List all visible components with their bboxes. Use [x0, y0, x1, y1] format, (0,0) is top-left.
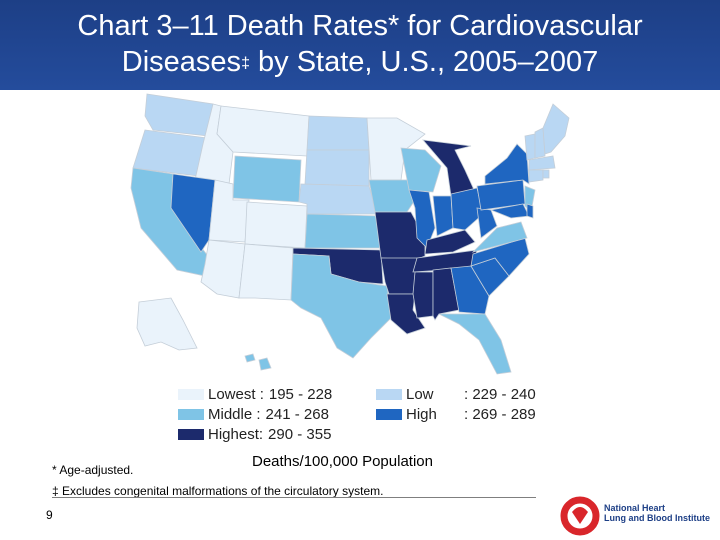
state-mi: [422, 139, 476, 197]
legend-swatch: [376, 409, 402, 420]
state-mt: [216, 105, 310, 157]
legend-range: : 269 - 289: [464, 406, 536, 423]
legend-range: : 229 - 240: [464, 386, 536, 403]
state-ne: [298, 183, 378, 215]
slide-title: Chart 3–11 Death Rates* for Cardiovascul…: [0, 8, 720, 80]
state-ia: [368, 179, 416, 213]
state-az: [200, 239, 246, 299]
state-ri: [542, 169, 550, 179]
state-ak: [136, 297, 198, 351]
state-hi-2: [258, 357, 272, 371]
legend-label: Lowest :: [208, 386, 264, 403]
state-co: [244, 201, 308, 249]
map-legend: Lowest : 195 - 228 Low : 229 - 240 Middl…: [178, 386, 568, 444]
logo-heart-ring: [560, 496, 600, 536]
state-de: [526, 203, 534, 219]
state-oh: [450, 187, 484, 231]
legend-swatch: [178, 389, 204, 400]
legend-item-high: High : 269 - 289: [376, 406, 536, 423]
state-sd: [304, 149, 370, 187]
logo-heart-icon: [572, 507, 588, 524]
state-nh: [534, 127, 546, 159]
state-ga: [450, 265, 490, 315]
logo-text: National Heart Lung and Blood Institute: [604, 503, 710, 523]
state-hi: [244, 353, 256, 363]
state-ky: [424, 229, 476, 255]
state-wi: [400, 147, 442, 193]
title-line-2-start: Diseases: [121, 46, 242, 78]
state-nm: [238, 243, 294, 301]
title-line-2: Diseases‡ by State, U.S., 2005–2007: [0, 44, 720, 80]
title-bar: [0, 0, 720, 90]
state-ny: [484, 143, 530, 185]
title-line-2-end: by State, U.S., 2005–2007: [249, 46, 599, 78]
state-tx: [290, 253, 392, 359]
legend-range: 290 - 355: [268, 426, 332, 443]
state-ct: [528, 169, 544, 183]
legend-item-highest: Highest: 290 - 355: [178, 426, 331, 443]
legend-range: 241 - 268: [265, 406, 329, 423]
legend-range: 195 - 228: [268, 386, 333, 403]
footnote-age-adjusted: * Age-adjusted.: [52, 463, 134, 477]
legend-item-low: Low : 229 - 240: [376, 386, 536, 403]
legend-label: High: [406, 406, 437, 423]
state-va: [471, 221, 528, 253]
logo-text-line-1: National Heart: [604, 503, 666, 513]
state-wy: [232, 155, 302, 203]
state-in: [432, 195, 454, 237]
legend-item-lowest: Lowest : 195 - 228: [178, 386, 332, 403]
nhlbi-logo: [560, 496, 600, 536]
legend-label: Low: [406, 386, 434, 403]
state-ms: [412, 271, 434, 319]
state-ma: [528, 155, 556, 171]
state-vt: [524, 133, 536, 161]
footer-divider: [52, 497, 536, 498]
state-ks: [304, 213, 382, 249]
state-wa: [144, 93, 214, 137]
legend-swatch: [376, 389, 402, 400]
dagger-mark: ‡: [241, 55, 250, 72]
state-fl: [438, 313, 512, 375]
logo-text-line-2: Lung and Blood Institute: [604, 513, 710, 523]
legend-item-middle: Middle : 241 - 268: [178, 406, 329, 423]
state-or: [132, 129, 208, 177]
title-line-1: Chart 3–11 Death Rates* for Cardiovascul…: [77, 10, 643, 42]
legend-swatch: [178, 429, 204, 440]
page-number: 9: [46, 508, 53, 522]
state-me: [542, 103, 570, 155]
footnote-excludes: ‡ Excludes congenital malformations of t…: [52, 484, 384, 498]
legend-swatch: [178, 409, 204, 420]
legend-label: Highest:: [208, 426, 264, 443]
units-label: Deaths/100,000 Population: [252, 453, 433, 470]
legend-label: Middle :: [208, 406, 261, 423]
state-nv: [170, 173, 216, 253]
us-state-map: [130, 93, 570, 375]
state-nd: [306, 115, 370, 151]
